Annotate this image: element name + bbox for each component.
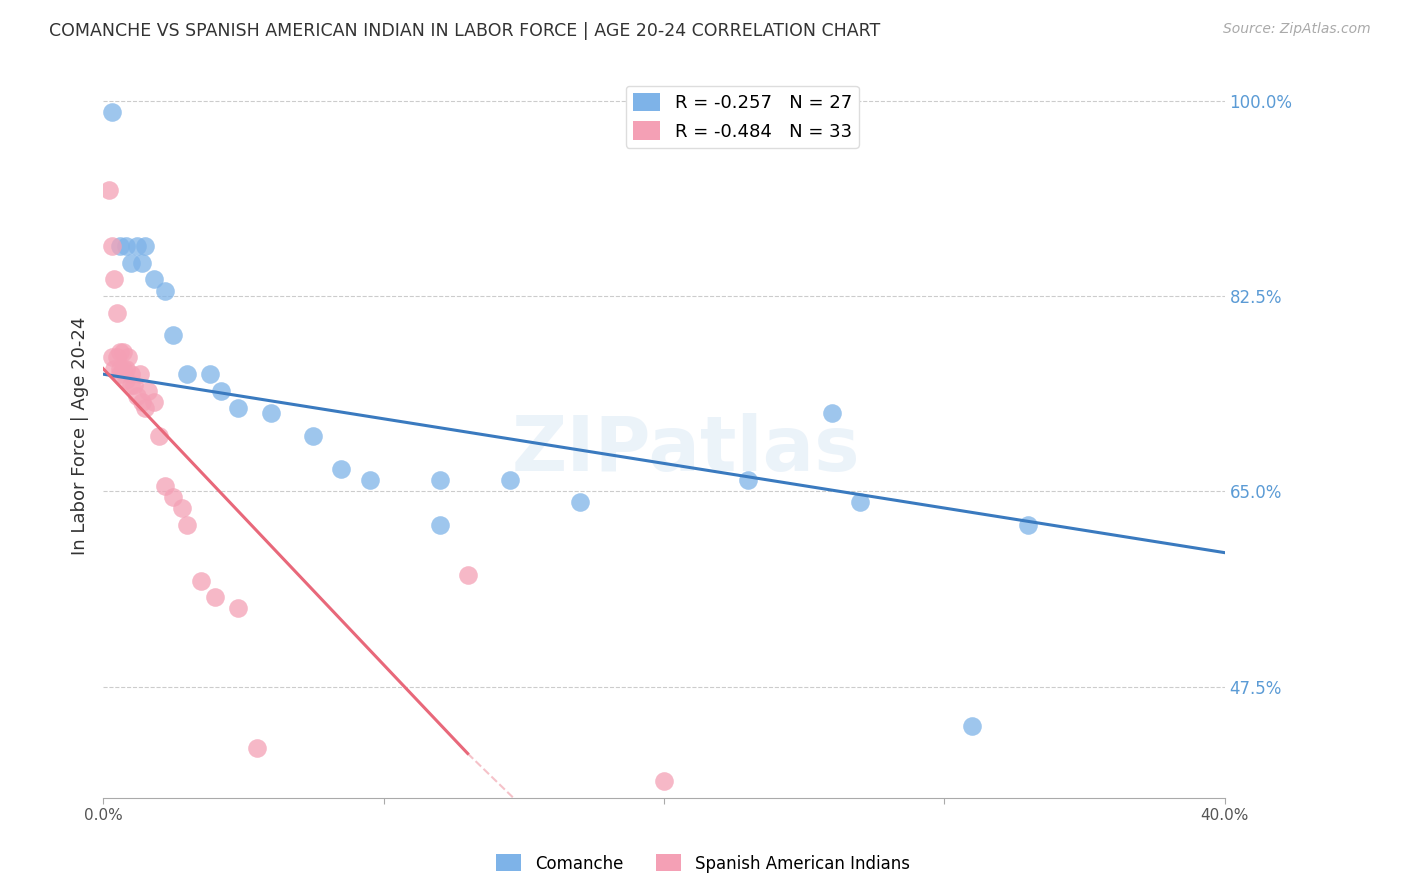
Point [131, 395, 153, 409]
Point [260, 406, 283, 420]
Point [134, 239, 156, 253]
Point [120, 367, 142, 381]
Text: COMANCHE VS SPANISH AMERICAN INDIAN IN LABOR FORCE | AGE 20-24 CORRELATION CHART: COMANCHE VS SPANISH AMERICAN INDIAN IN L… [49, 22, 880, 40]
Point [108, 367, 131, 381]
Point [125, 239, 148, 253]
Point [457, 568, 479, 582]
Point [359, 473, 381, 487]
Point [142, 395, 165, 409]
Point [176, 517, 198, 532]
Point [429, 473, 451, 487]
Point [117, 351, 139, 365]
Point [108, 239, 131, 253]
Point [737, 473, 759, 487]
Point [100, 105, 122, 120]
Point [103, 361, 125, 376]
Point [198, 367, 221, 381]
Legend: R = -0.257   N = 27, R = -0.484   N = 33: R = -0.257 N = 27, R = -0.484 N = 33 [626, 86, 859, 148]
Point [962, 718, 984, 732]
Point [821, 406, 844, 420]
Point [176, 367, 198, 381]
Point [162, 328, 184, 343]
Point [134, 401, 156, 415]
Point [100, 239, 122, 253]
Point [209, 384, 232, 398]
Point [108, 361, 131, 376]
Point [105, 306, 128, 320]
Point [1017, 517, 1039, 532]
Point [429, 517, 451, 532]
Point [153, 284, 176, 298]
Point [170, 501, 193, 516]
Point [120, 255, 142, 269]
Point [204, 591, 226, 605]
Point [226, 401, 249, 415]
Point [122, 378, 145, 392]
Point [302, 428, 325, 442]
Point [105, 351, 128, 365]
Point [97, 183, 120, 197]
Point [568, 495, 591, 509]
Point [111, 361, 134, 376]
Point [125, 389, 148, 403]
Point [142, 272, 165, 286]
Point [100, 351, 122, 365]
Point [190, 574, 212, 588]
Point [103, 272, 125, 286]
Legend: Comanche, Spanish American Indians: Comanche, Spanish American Indians [489, 847, 917, 880]
Point [114, 373, 136, 387]
Point [108, 344, 131, 359]
Point [652, 774, 675, 789]
Point [111, 344, 134, 359]
Point [153, 479, 176, 493]
Point [330, 462, 353, 476]
Point [136, 384, 159, 398]
Point [114, 361, 136, 376]
Point [162, 490, 184, 504]
Point [499, 473, 522, 487]
Point [128, 367, 150, 381]
Point [131, 255, 153, 269]
Text: Source: ZipAtlas.com: Source: ZipAtlas.com [1223, 22, 1371, 37]
Point [246, 740, 269, 755]
Point [148, 428, 170, 442]
Y-axis label: In Labor Force | Age 20-24: In Labor Force | Age 20-24 [72, 317, 89, 555]
Text: ZIPatlas: ZIPatlas [512, 413, 860, 487]
Point [849, 495, 872, 509]
Point [120, 378, 142, 392]
Point [114, 239, 136, 253]
Point [226, 601, 249, 615]
